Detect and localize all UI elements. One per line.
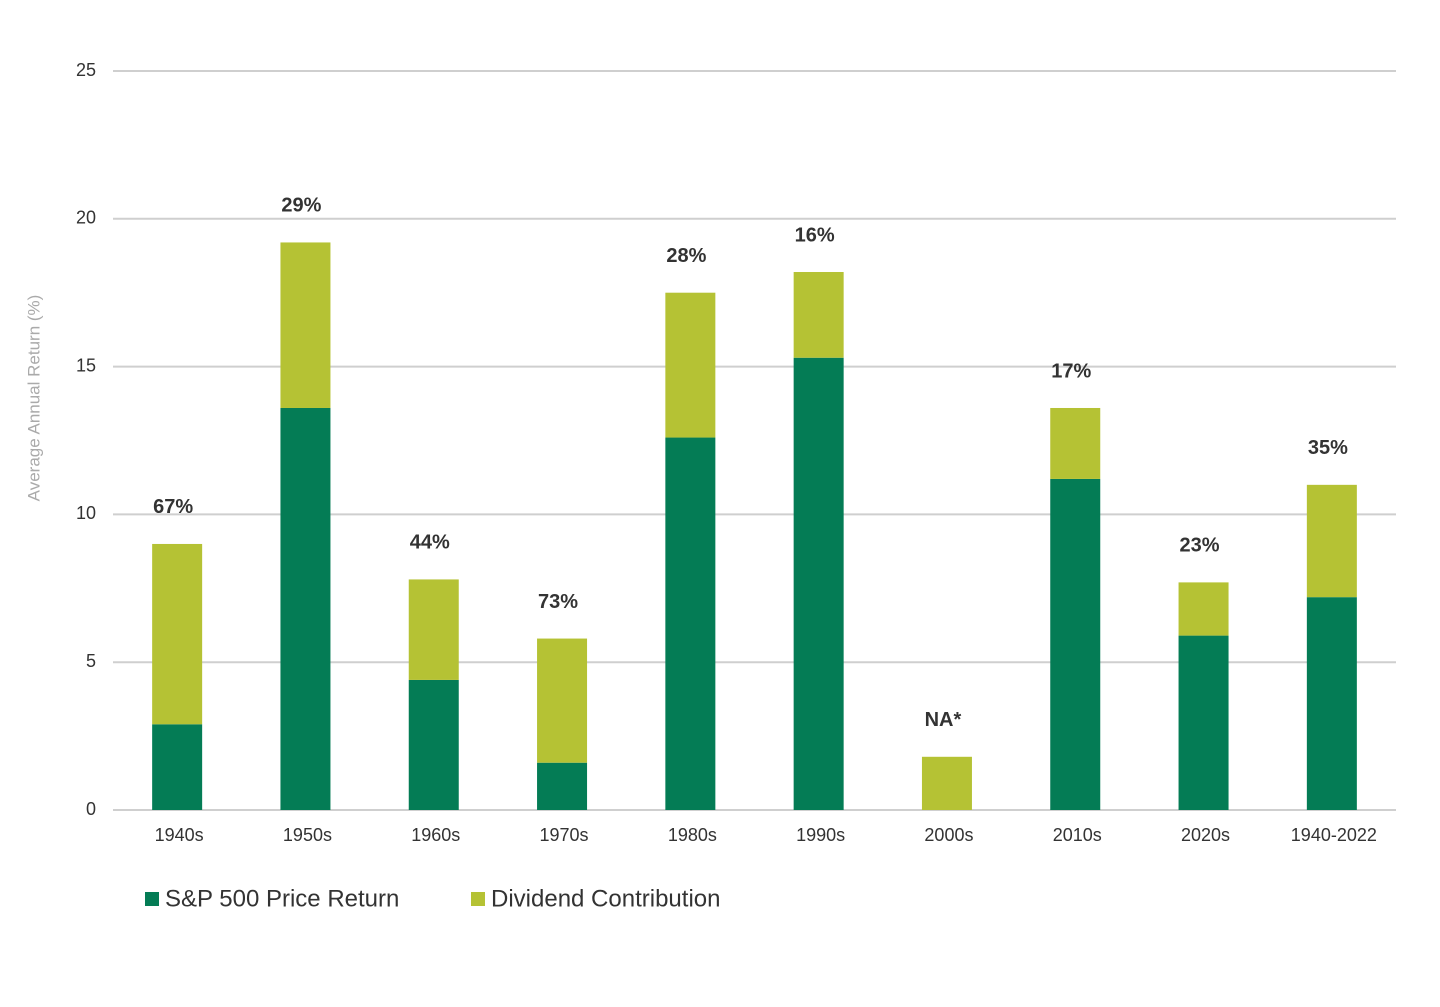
y-tick-label: 5	[86, 651, 96, 671]
bar-segment	[280, 242, 331, 408]
bar-label: 73%	[538, 591, 578, 613]
y-axis-label: Average Annual Return (%)	[24, 295, 43, 502]
bar-label: 35%	[1308, 437, 1348, 459]
bar-label: 28%	[666, 245, 706, 267]
bar-label: 23%	[1180, 535, 1220, 557]
x-tick-label: 1980s	[668, 825, 717, 845]
bar-segment	[1178, 635, 1229, 810]
y-tick-label: 20	[76, 208, 96, 228]
bar-segment	[537, 638, 588, 763]
y-tick-label: 25	[76, 60, 96, 80]
bar-label: 44%	[410, 532, 450, 554]
bar-segment	[1306, 484, 1357, 598]
bar-segment	[152, 724, 203, 810]
bar-segment	[1178, 582, 1229, 636]
bar-label: 29%	[281, 195, 321, 217]
bar-label: 67%	[153, 496, 193, 518]
bar-segment	[793, 357, 844, 810]
y-tick-label: 15	[76, 355, 96, 375]
legend-swatch	[145, 892, 159, 906]
bar-segment	[280, 407, 331, 810]
x-tick-label: 2010s	[1053, 825, 1102, 845]
bar-segment	[665, 292, 716, 438]
bar-segment	[408, 679, 459, 810]
bar-segment	[665, 437, 716, 810]
x-tick-label: 1960s	[411, 825, 460, 845]
legend-swatch	[471, 892, 485, 906]
legend-label: S&P 500 Price Return	[165, 885, 399, 912]
y-tick-label: 10	[76, 503, 96, 523]
bar-segment	[537, 762, 588, 810]
bar-segment	[921, 756, 972, 810]
x-tick-label: 1940s	[155, 825, 204, 845]
x-tick-label: 1950s	[283, 825, 332, 845]
bar-segment	[408, 579, 459, 680]
legend-label: Dividend Contribution	[491, 885, 720, 912]
bar-segment	[1050, 478, 1101, 810]
y-tick-label: 0	[86, 799, 96, 819]
bar-label: 16%	[795, 224, 835, 246]
x-tick-label: 2000s	[924, 825, 973, 845]
bar-label: NA*	[925, 709, 962, 731]
bar-segment	[152, 543, 203, 725]
bar-segment	[793, 272, 844, 358]
x-tick-label: 2020s	[1181, 825, 1230, 845]
bar-segment	[1306, 597, 1357, 810]
x-tick-label: 1970s	[540, 825, 589, 845]
bar-label: 17%	[1051, 360, 1091, 382]
x-tick-label: 1940-2022	[1291, 825, 1377, 845]
x-tick-label: 1990s	[796, 825, 845, 845]
bar-segment	[1050, 407, 1101, 479]
